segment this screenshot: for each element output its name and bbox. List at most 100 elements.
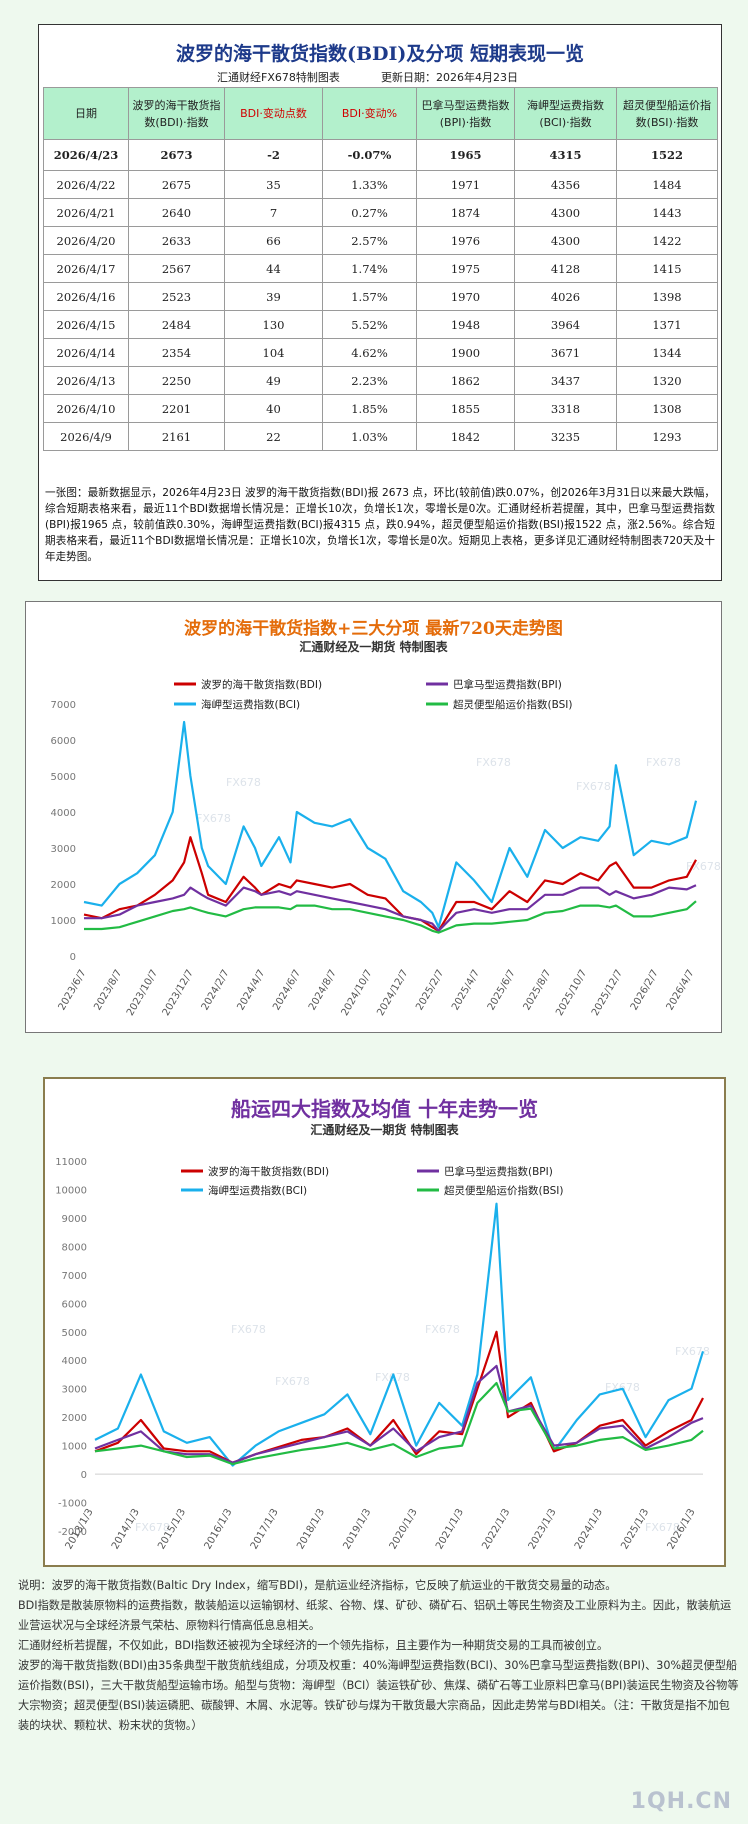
bdi-table: 日期 波罗的海干散货指数(BDI)·指数 BDI·变动点数 BDI·变动% 巴拿… bbox=[43, 87, 718, 451]
cell-bdi-change: 130 bbox=[224, 310, 323, 339]
cell-bdi-change: 104 bbox=[224, 338, 323, 367]
cell-bci: 3671 bbox=[514, 338, 617, 367]
cell-bci: 4356 bbox=[514, 170, 617, 199]
x-tick-label: 2026/2/7 bbox=[629, 968, 661, 1012]
y-tick-label: 2000 bbox=[51, 880, 76, 891]
series-line-bci bbox=[94, 1202, 705, 1467]
note-2: BDI指数是散装原物料的运费指数，散装船运以运输钢材、纸浆、谷物、煤、矿砂、磷矿… bbox=[18, 1599, 732, 1632]
y-tick-label: 0 bbox=[70, 952, 76, 963]
legend-label-bpi: 巴拿马型运费指数(BPI) bbox=[444, 1165, 553, 1178]
watermark-label: FX678 bbox=[231, 1323, 266, 1336]
cell-bdi-change: -2 bbox=[224, 139, 323, 171]
cell-bdi-change-pct: 5.52% bbox=[322, 310, 417, 339]
cell-date: 2026/4/16 bbox=[43, 282, 129, 311]
legend-label-bci: 海岬型运费指数(BCI) bbox=[208, 1184, 307, 1197]
header-bdi-change: BDI·变动点数 bbox=[224, 87, 323, 140]
y-tick-label: 1000 bbox=[62, 1442, 87, 1453]
cell-bci: 4300 bbox=[514, 226, 617, 255]
chart1-title: 波罗的海干散货指数+三大分项 最新720天走势图 bbox=[184, 619, 563, 639]
y-tick-label: 3000 bbox=[62, 1385, 87, 1396]
cell-bsi: 1422 bbox=[616, 226, 718, 255]
cell-bdi: 2567 bbox=[128, 254, 225, 283]
cell-bdi-change-pct: 1.33% bbox=[322, 170, 417, 199]
x-tick-label: 2022/1/3 bbox=[480, 1507, 512, 1551]
x-tick-label: 2024/4/7 bbox=[235, 968, 267, 1012]
x-tick-label: 2023/8/7 bbox=[92, 968, 124, 1012]
x-tick-label: 2024/8/7 bbox=[307, 968, 339, 1012]
cell-bdi: 2354 bbox=[128, 338, 225, 367]
table-row: 2026/4/16 2523 39 1.57% 1970 4026 1398 bbox=[43, 282, 718, 311]
table-row: 2026/4/17 2567 44 1.74% 1975 4128 1415 bbox=[43, 254, 718, 283]
cell-bdi: 2675 bbox=[128, 170, 225, 199]
cell-bci: 3318 bbox=[514, 394, 617, 423]
cell-bpi: 1976 bbox=[416, 226, 515, 255]
x-tick-label: 2025/12/7 bbox=[590, 968, 625, 1018]
chart2-title: 船运四大指数及均值 十年走势一览 bbox=[231, 1097, 538, 1121]
cell-bci: 4315 bbox=[514, 139, 617, 171]
cell-bdi: 2250 bbox=[128, 366, 225, 395]
cell-bdi: 2673 bbox=[128, 139, 225, 171]
header-bdi: 波罗的海干散货指数(BDI)·指数 bbox=[128, 87, 225, 140]
table-title: 波罗的海干散货指数(BDI)及分项 短期表现一览 bbox=[175, 43, 585, 65]
cell-bdi-change: 7 bbox=[224, 198, 323, 227]
watermark-label: FX678 bbox=[275, 1375, 310, 1388]
x-tick-label: 2018/1/3 bbox=[295, 1507, 327, 1551]
x-tick-label: 2024/6/7 bbox=[271, 968, 303, 1012]
header-date: 日期 bbox=[43, 87, 129, 140]
cell-bpi: 1971 bbox=[416, 170, 515, 199]
table-row: 2026/4/20 2633 66 2.57% 1976 4300 1422 bbox=[43, 226, 718, 255]
explanation-notes: 说明：波罗的海干散货指数(Baltic Dry Index，缩写BDI)，是航运… bbox=[18, 1576, 740, 1736]
cell-date: 2026/4/15 bbox=[43, 310, 129, 339]
cell-bdi-change: 35 bbox=[224, 170, 323, 199]
table-header-row: 日期 波罗的海干散货指数(BDI)·指数 BDI·变动点数 BDI·变动% 巴拿… bbox=[43, 87, 718, 140]
y-tick-label: 9000 bbox=[62, 1214, 87, 1225]
cell-bdi-change-pct: 2.57% bbox=[322, 226, 417, 255]
cell-bpi: 1842 bbox=[416, 422, 515, 451]
x-tick-label: 2021/1/3 bbox=[434, 1507, 466, 1551]
x-tick-label: 2024/2/7 bbox=[200, 968, 232, 1012]
y-tick-label: 10000 bbox=[55, 1185, 87, 1196]
series-line-bci bbox=[83, 720, 698, 929]
x-tick-label: 2023/10/7 bbox=[125, 968, 160, 1018]
x-tick-label: 2023/1/3 bbox=[527, 1507, 559, 1551]
cell-bpi: 1900 bbox=[416, 338, 515, 367]
cell-bsi: 1443 bbox=[616, 198, 718, 227]
watermark-label: FX678 bbox=[425, 1323, 460, 1336]
note-4: 波罗的海干散货指数(BDI)由35条典型干散货航线组成，分项及权重：40%海岬型… bbox=[18, 1659, 739, 1732]
cell-bdi: 2201 bbox=[128, 394, 225, 423]
header-bpi: 巴拿马型运费指数(BPI)·指数 bbox=[416, 87, 515, 140]
cell-date: 2026/4/20 bbox=[43, 226, 129, 255]
legend-label-bpi: 巴拿马型运费指数(BPI) bbox=[453, 678, 562, 691]
cell-bdi-change: 40 bbox=[224, 394, 323, 423]
series-line-bdi bbox=[94, 1330, 704, 1464]
cell-date: 2026/4/9 bbox=[43, 422, 129, 451]
y-tick-label: 1000 bbox=[51, 916, 76, 927]
watermark-label: FX678 bbox=[576, 780, 611, 793]
summary-text: 一张图：最新数据显示，2026年4月23日 波罗的海干散货指数(BDI)报 26… bbox=[45, 487, 715, 563]
x-tick-label: 2024/12/7 bbox=[375, 968, 410, 1018]
note-1: 说明：波罗的海干散货指数(Baltic Dry Index，缩写BDI)，是航运… bbox=[18, 1579, 617, 1592]
y-tick-label: 7000 bbox=[51, 700, 76, 711]
x-tick-label: 2016/1/3 bbox=[203, 1507, 235, 1551]
cell-bsi: 1415 bbox=[616, 254, 718, 283]
header-bci: 海岬型运费指数(BCI)·指数 bbox=[514, 87, 617, 140]
legend-label-bci: 海岬型运费指数(BCI) bbox=[201, 698, 300, 711]
x-tick-label: 2025/6/7 bbox=[486, 968, 518, 1012]
legend-label-bdi: 波罗的海干散货指数(BDI) bbox=[201, 678, 322, 691]
cell-bdi-change-pct: 1.03% bbox=[322, 422, 417, 451]
table-source: 汇通财经FX678特制图表 bbox=[217, 71, 340, 84]
y-tick-label: 7000 bbox=[62, 1271, 87, 1282]
watermark-label: FX678 bbox=[135, 1521, 170, 1534]
y-tick-label: -2000 bbox=[58, 1527, 87, 1538]
cell-bsi: 1344 bbox=[616, 338, 718, 367]
y-tick-label: 8000 bbox=[62, 1242, 87, 1253]
series-line-bpi bbox=[84, 884, 697, 932]
x-tick-label: 2019/1/3 bbox=[341, 1507, 373, 1551]
chart-720-days: 波罗的海干散货指数+三大分项 最新720天走势图 汇通财经及一期货 特制图表 F… bbox=[25, 601, 722, 1033]
cell-date: 2026/4/21 bbox=[43, 198, 129, 227]
y-tick-label: 4000 bbox=[62, 1356, 87, 1367]
cell-bpi: 1862 bbox=[416, 366, 515, 395]
y-tick-label: 3000 bbox=[51, 844, 76, 855]
cell-bdi-change-pct: 0.27% bbox=[322, 198, 417, 227]
